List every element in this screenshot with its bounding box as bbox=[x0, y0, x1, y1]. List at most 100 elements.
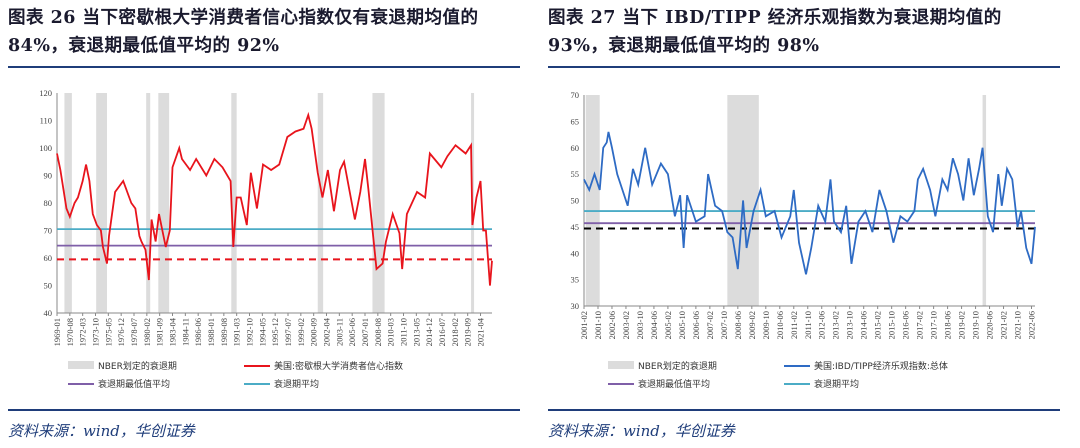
y-tick-label: 65 bbox=[571, 116, 580, 126]
x-tick-label: 2021-02 bbox=[999, 311, 1009, 339]
y-tick-label: 50 bbox=[44, 281, 53, 291]
y-tick-label: 60 bbox=[44, 253, 53, 263]
recession-band bbox=[96, 93, 107, 313]
x-tick-label: 2000-09 bbox=[309, 318, 319, 346]
x-tick-label: 2007-02 bbox=[705, 311, 715, 339]
x-tick-label: 2014-12 bbox=[424, 318, 434, 346]
y-tick-label: 40 bbox=[571, 248, 580, 258]
divider bbox=[548, 66, 1060, 68]
x-tick-label: 1984-11 bbox=[180, 318, 190, 346]
legend-swatch bbox=[68, 361, 94, 369]
x-tick-label: 2005-06 bbox=[347, 318, 357, 346]
x-tick-label: 1997-07 bbox=[283, 318, 293, 346]
y-tick-label: 100 bbox=[39, 143, 52, 153]
x-tick-label: 2016-06 bbox=[901, 311, 911, 339]
x-tick-label: 2009-02 bbox=[747, 311, 757, 339]
legend-label: 美国:密歇根大学消费者信心指数 bbox=[274, 360, 403, 372]
source-note: 资料来源：wind，华创证券 bbox=[548, 422, 735, 440]
legend-label: NBER划定的衰退期 bbox=[638, 360, 717, 372]
legend-swatch bbox=[608, 361, 634, 369]
x-tick-label: 2002-04 bbox=[322, 317, 332, 346]
x-tick-label: 1973-10 bbox=[91, 318, 101, 346]
y-tick-label: 80 bbox=[44, 198, 53, 208]
x-tick-label: 2017-02 bbox=[915, 311, 925, 339]
consumer-sentiment-chart: 40 50 60 70 80 90 100 110 120 1969-01 1970-08 1972-… bbox=[39, 88, 493, 390]
x-tick-label: 2018-06 bbox=[943, 311, 953, 339]
x-tick-label: 1983-04 bbox=[168, 317, 178, 346]
y-tick-label: 110 bbox=[40, 116, 52, 126]
x-tick-label: 2007-01 bbox=[360, 318, 370, 346]
recession-band bbox=[231, 93, 237, 313]
x-tick-label: 2013-10 bbox=[845, 311, 855, 339]
recession-band bbox=[64, 93, 72, 313]
x-tick-label: 2005-02 bbox=[663, 311, 673, 339]
y-tick-label: 120 bbox=[39, 88, 52, 98]
x-tick-label: 2001-10 bbox=[593, 311, 603, 339]
x-tick-label: 2008-06 bbox=[733, 311, 743, 339]
y-tick-label: 45 bbox=[571, 222, 580, 232]
recession-band bbox=[982, 95, 987, 306]
x-tick-label: 1975-05 bbox=[103, 318, 113, 346]
x-tick-label: 2018-02 bbox=[450, 318, 460, 346]
x-tick-label: 2013-02 bbox=[831, 311, 841, 339]
x-tick-label: 1972-03 bbox=[78, 318, 88, 346]
x-tick-label: 1995-12 bbox=[270, 318, 280, 346]
y-tick-label: 35 bbox=[571, 275, 580, 285]
recession-band bbox=[158, 93, 170, 313]
chart-panel-26: 图表 26 当下密歇根大学消费者信心指数仅有衰退期均值的 84%，衰退期最低值平… bbox=[8, 0, 528, 448]
y-tick-label: 70 bbox=[571, 90, 580, 100]
x-tick-label: 1989-08 bbox=[219, 318, 229, 346]
x-tick-label: 1988-01 bbox=[206, 318, 216, 346]
x-tick-label: 2014-06 bbox=[859, 311, 869, 339]
x-tick-label: 2010-03 bbox=[386, 318, 396, 346]
x-tick-label: 2022-06 bbox=[1027, 311, 1037, 339]
series-line bbox=[56, 111, 493, 286]
x-tick-label: 1981-09 bbox=[155, 318, 165, 346]
x-tick-label: 2017-10 bbox=[929, 311, 939, 339]
y-tick-label: 60 bbox=[571, 143, 580, 153]
x-tick-label: 2020-06 bbox=[985, 311, 995, 339]
x-tick-label: 2011-10 bbox=[399, 318, 409, 346]
x-tick-label: 1994-05 bbox=[257, 318, 267, 346]
chart-title: 图表 26 当下密歇根大学消费者信心指数仅有衰退期均值的 84%，衰退期最低值平… bbox=[8, 8, 479, 56]
x-tick-label: 1999-02 bbox=[296, 318, 306, 346]
y-tick-label: 90 bbox=[44, 171, 53, 181]
chart-title: 图表 27 当下 IBD/TIPP 经济乐观指数为衰退期均值的 93%，衰退期最… bbox=[548, 8, 1002, 56]
x-tick-label: 2021-10 bbox=[1013, 311, 1023, 339]
x-tick-label: 2001-02 bbox=[579, 311, 589, 339]
y-tick-label: 55 bbox=[571, 169, 580, 179]
series-line bbox=[583, 131, 1036, 275]
x-tick-label: 2003-10 bbox=[635, 311, 645, 339]
y-tick-label: 70 bbox=[44, 226, 53, 236]
divider bbox=[548, 409, 1060, 411]
x-tick-label: 1976-12 bbox=[116, 318, 126, 346]
x-tick-label: 2004-06 bbox=[649, 311, 659, 339]
x-tick-label: 1969-01 bbox=[52, 318, 62, 346]
x-tick-label: 2010-06 bbox=[775, 311, 785, 339]
x-tick-label: 1991-03 bbox=[232, 318, 242, 346]
x-tick-label: 2019-02 bbox=[957, 311, 967, 339]
x-tick-label: 2021-04 bbox=[476, 317, 486, 346]
x-tick-label: 2012-06 bbox=[817, 311, 827, 339]
recession-band bbox=[372, 93, 385, 313]
x-tick-label: 1986-06 bbox=[193, 318, 203, 346]
legend-label: 衰退期平均 bbox=[274, 378, 319, 390]
legend-label: 衰退期平均 bbox=[814, 378, 859, 390]
x-tick-label: 2007-10 bbox=[719, 311, 729, 339]
y-tick-label: 40 bbox=[44, 308, 53, 318]
legend-label: 衰退期最低值平均 bbox=[638, 378, 710, 390]
recession-band bbox=[317, 93, 324, 313]
source-note: 资料来源：wind，华创证券 bbox=[8, 422, 195, 440]
x-tick-label: 1992-10 bbox=[245, 318, 255, 346]
x-tick-label: 2003-02 bbox=[621, 311, 631, 339]
x-tick-label: 1980-02 bbox=[142, 318, 152, 346]
legend-label: 美国:IBD/TIPP经济乐观指数:总体 bbox=[814, 360, 948, 372]
recession-band bbox=[146, 93, 151, 313]
x-tick-label: 2016-07 bbox=[437, 318, 447, 346]
x-tick-label: 2005-10 bbox=[677, 311, 687, 339]
y-tick-label: 50 bbox=[571, 196, 580, 206]
chart-panel-27: 图表 27 当下 IBD/TIPP 经济乐观指数为衰退期均值的 93%，衰退期最… bbox=[548, 0, 1068, 448]
x-tick-label: 1970-08 bbox=[65, 318, 75, 346]
x-tick-label: 2003-11 bbox=[334, 318, 344, 346]
divider bbox=[8, 409, 520, 411]
